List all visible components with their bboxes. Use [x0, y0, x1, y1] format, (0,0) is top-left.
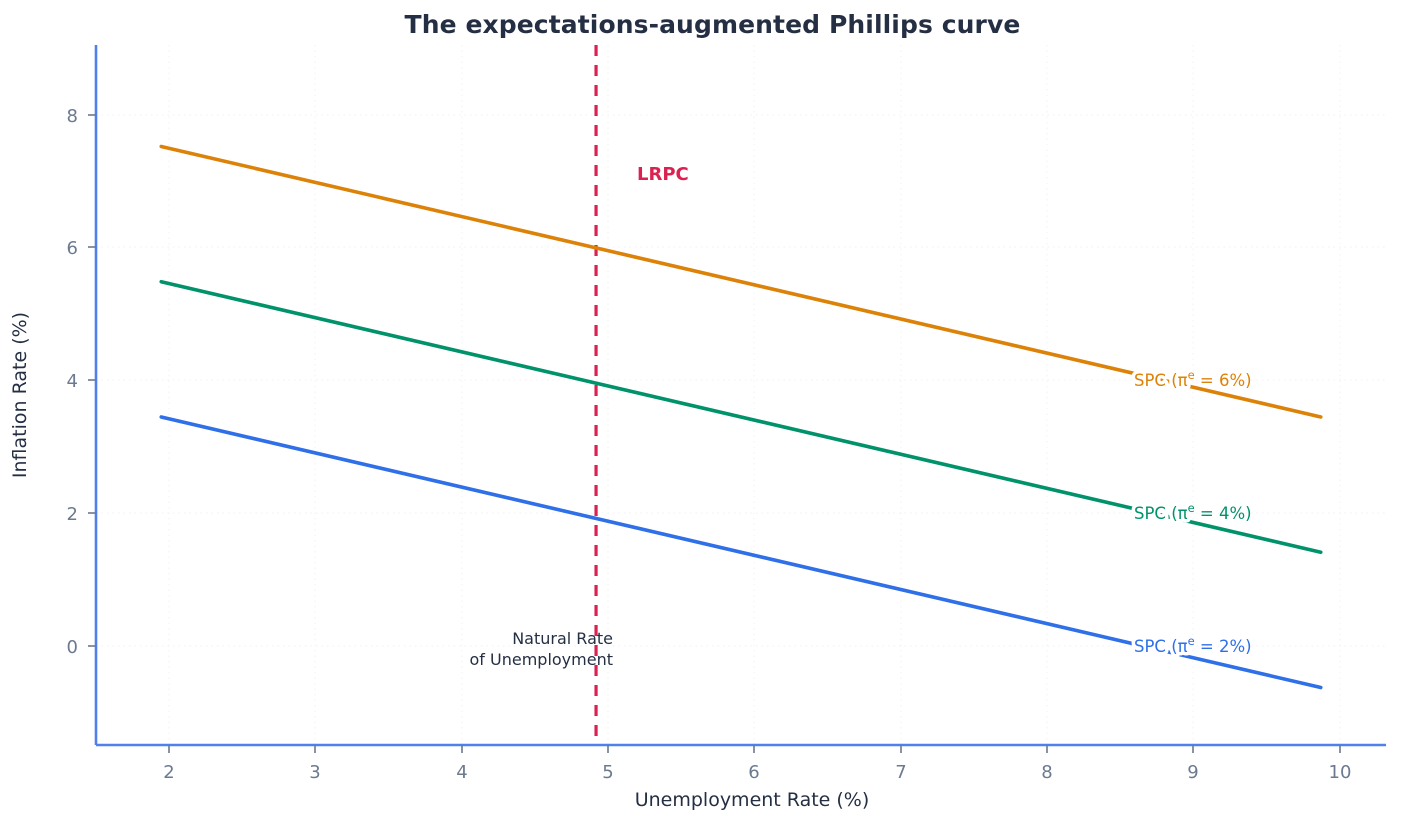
plot-background	[96, 45, 1386, 745]
series-label-6-text: SPC (πe = 6%)	[1134, 368, 1252, 390]
x-tick-label-10: 10	[1329, 762, 1352, 783]
series-label-4: SPC (π SPC (πe = 4%)	[1131, 501, 1252, 527]
spc-line-6	[159, 144, 1323, 419]
grid-lines	[96, 45, 1386, 745]
series-label-6-halo: SPC (π	[1134, 371, 1188, 390]
y-axis-title: Inflation Rate (%)	[9, 312, 31, 478]
lrpc-label: LRPC	[637, 164, 689, 185]
series-label-6: SPC (π SPC (πe = 6%)	[1131, 368, 1252, 394]
spc-line-4	[159, 279, 1323, 555]
y-tick-label-4: 4	[67, 371, 78, 392]
y-tick-label-2: 2	[67, 504, 78, 525]
x-axis-ticks	[168, 745, 1341, 753]
series-label-4-halo: SPC (π	[1134, 504, 1188, 523]
y-axis-ticks	[88, 114, 96, 647]
x-tick-label-8: 8	[1041, 762, 1052, 783]
y-tick-label-0: 0	[67, 637, 78, 658]
x-axis-title: Unemployment Rate (%)	[635, 789, 870, 811]
spc-line-2	[159, 415, 1323, 690]
series-label-2-halo: SPC (π	[1134, 637, 1188, 656]
x-tick-label-5: 5	[602, 762, 613, 783]
x-tick-label-7: 7	[895, 762, 906, 783]
series-label-2: SPC (π SPC (πe = 2%)	[1131, 634, 1252, 660]
chart-title: The expectations-augmented Phillips curv…	[404, 10, 1021, 39]
natural-rate-label-line2: of Unemployment	[470, 650, 614, 669]
x-tick-label-2: 2	[163, 762, 174, 783]
x-tick-label-4: 4	[456, 762, 467, 783]
y-tick-label-8: 8	[67, 106, 78, 127]
x-tick-label-3: 3	[309, 762, 320, 783]
series-label-2-text: SPC (πe = 2%)	[1134, 634, 1252, 656]
y-tick-label-6: 6	[67, 238, 78, 259]
natural-rate-label-line1: Natural Rate	[512, 629, 613, 648]
x-tick-label-6: 6	[748, 762, 759, 783]
x-tick-label-9: 9	[1187, 762, 1198, 783]
series-label-4-text: SPC (πe = 4%)	[1134, 501, 1252, 523]
